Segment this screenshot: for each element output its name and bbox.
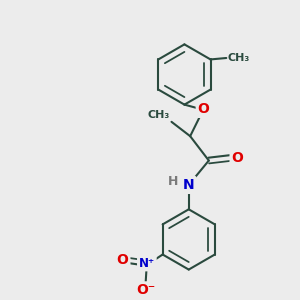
Text: O: O	[198, 102, 210, 116]
Text: CH₃: CH₃	[148, 110, 170, 120]
Text: CH₃: CH₃	[228, 53, 250, 63]
Text: N⁺: N⁺	[139, 256, 155, 270]
Text: O⁻: O⁻	[136, 284, 155, 297]
Text: H: H	[168, 175, 178, 188]
Text: O: O	[116, 253, 128, 267]
Text: O: O	[232, 151, 243, 165]
Text: N: N	[183, 178, 194, 192]
